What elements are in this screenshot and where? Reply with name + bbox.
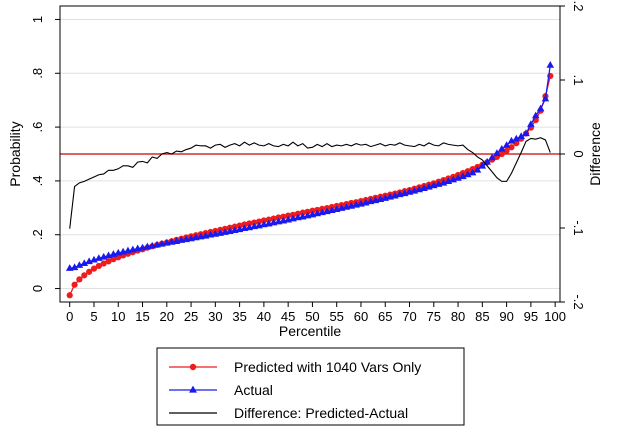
series-line-difference: [69, 137, 551, 229]
predicted-point: [115, 254, 122, 261]
predicted-point: [100, 260, 107, 267]
legend-label-difference: Difference: Predicted-Actual: [234, 405, 408, 421]
actual-point: [536, 104, 545, 112]
actual-point: [497, 144, 506, 152]
actual-point: [459, 172, 467, 180]
actual-point: [546, 61, 555, 68]
x-tick-label: 15: [135, 309, 149, 324]
legend-marker-actual: [189, 385, 197, 393]
predicted-point: [255, 218, 263, 225]
actual-point: [522, 129, 530, 137]
y-right-tick-label: 0: [571, 150, 586, 157]
y-left-tick-label: 1: [30, 16, 45, 23]
x-tick-label: 100: [544, 309, 566, 324]
y-right-tick-label: .1: [571, 75, 586, 86]
x-axis-label: Percentile: [279, 323, 341, 339]
y-right-tick-label: -.2: [571, 294, 586, 309]
predicted-point: [508, 144, 515, 151]
actual-point: [75, 261, 84, 268]
actual-point: [512, 134, 521, 142]
y-axis-left-label: Probability: [7, 121, 23, 186]
x-tick-label: 80: [451, 309, 465, 324]
predicted-point: [76, 276, 83, 283]
grid-lines: [60, 18, 560, 290]
y-left-tick-label: .6: [30, 122, 45, 133]
y-axis-right-label: Difference: [587, 122, 603, 186]
actual-point: [531, 111, 540, 119]
legend-label-predicted: Predicted with 1040 Vars Only: [234, 359, 421, 375]
legend-marker-predicted: [189, 363, 197, 371]
actual-point: [488, 153, 496, 161]
predicted-point: [513, 140, 520, 147]
actual-point: [527, 120, 535, 127]
predicted-point: [105, 258, 112, 265]
x-tick-label: 55: [329, 309, 343, 324]
actual-point: [517, 132, 525, 140]
x-tick-label: 90: [499, 309, 513, 324]
actual-point: [80, 259, 89, 267]
series-group: [65, 61, 555, 299]
x-tick-label: 50: [305, 309, 319, 324]
x-tick-label: 0: [66, 309, 73, 324]
x-tick-label: 30: [208, 309, 222, 324]
predicted-point: [71, 281, 78, 288]
x-tick-label: 25: [184, 309, 198, 324]
x-tick-label: 10: [111, 309, 125, 324]
legend: Predicted with 1040 Vars Only Actual Diffe…: [156, 347, 465, 426]
predicted-point: [95, 262, 102, 270]
actual-point: [473, 165, 482, 173]
x-tick-label: 85: [475, 309, 489, 324]
actual-point: [507, 136, 516, 144]
legend-label-actual: Actual: [234, 382, 273, 398]
x-tick-label: 75: [427, 309, 441, 324]
predicted-point: [246, 220, 253, 227]
predicted-point: [275, 214, 282, 221]
actual-point: [541, 94, 550, 102]
y-right-tick-label: .2: [571, 1, 586, 12]
predicted-point: [90, 265, 98, 272]
actual-point: [478, 161, 487, 169]
predicted-point: [285, 212, 292, 219]
x-tick-label: 60: [354, 309, 368, 324]
actual-point: [463, 170, 472, 178]
predicted-point: [86, 268, 93, 275]
x-tick-label: 65: [378, 309, 392, 324]
x-tick-label: 35: [232, 309, 246, 324]
axes-group: 0 5 10 15 20 25 30 35 40 45 50 55 60 65 70 75 80 85 90 95 10…: [30, 1, 586, 324]
predicted-point: [299, 209, 306, 216]
y-left-tick-label: .4: [30, 175, 45, 186]
predicted-point: [265, 216, 272, 223]
predicted-point: [260, 217, 267, 224]
predicted-point: [270, 215, 277, 222]
actual-point: [493, 149, 501, 156]
predicted-point: [503, 147, 510, 154]
x-tick-label: 45: [281, 309, 295, 324]
actual-point: [502, 141, 511, 148]
y-left-tick-label: .2: [30, 229, 45, 240]
y-right-tick-label: -.1: [571, 220, 586, 235]
y-left-tick-label: .8: [30, 68, 45, 79]
predicted-point: [81, 272, 88, 279]
legend-box: [156, 347, 465, 426]
x-tick-label: 5: [90, 309, 97, 324]
x-tick-label: 70: [402, 309, 416, 324]
x-tick-label: 95: [524, 309, 538, 324]
actual-point: [70, 263, 79, 271]
predicted-point: [280, 213, 287, 220]
x-tick-label: 40: [257, 309, 271, 324]
actual-point: [468, 168, 477, 176]
predicted-point: [66, 292, 73, 299]
x-tick-label: 20: [160, 309, 174, 324]
y-left-tick-label: 0: [30, 285, 45, 292]
